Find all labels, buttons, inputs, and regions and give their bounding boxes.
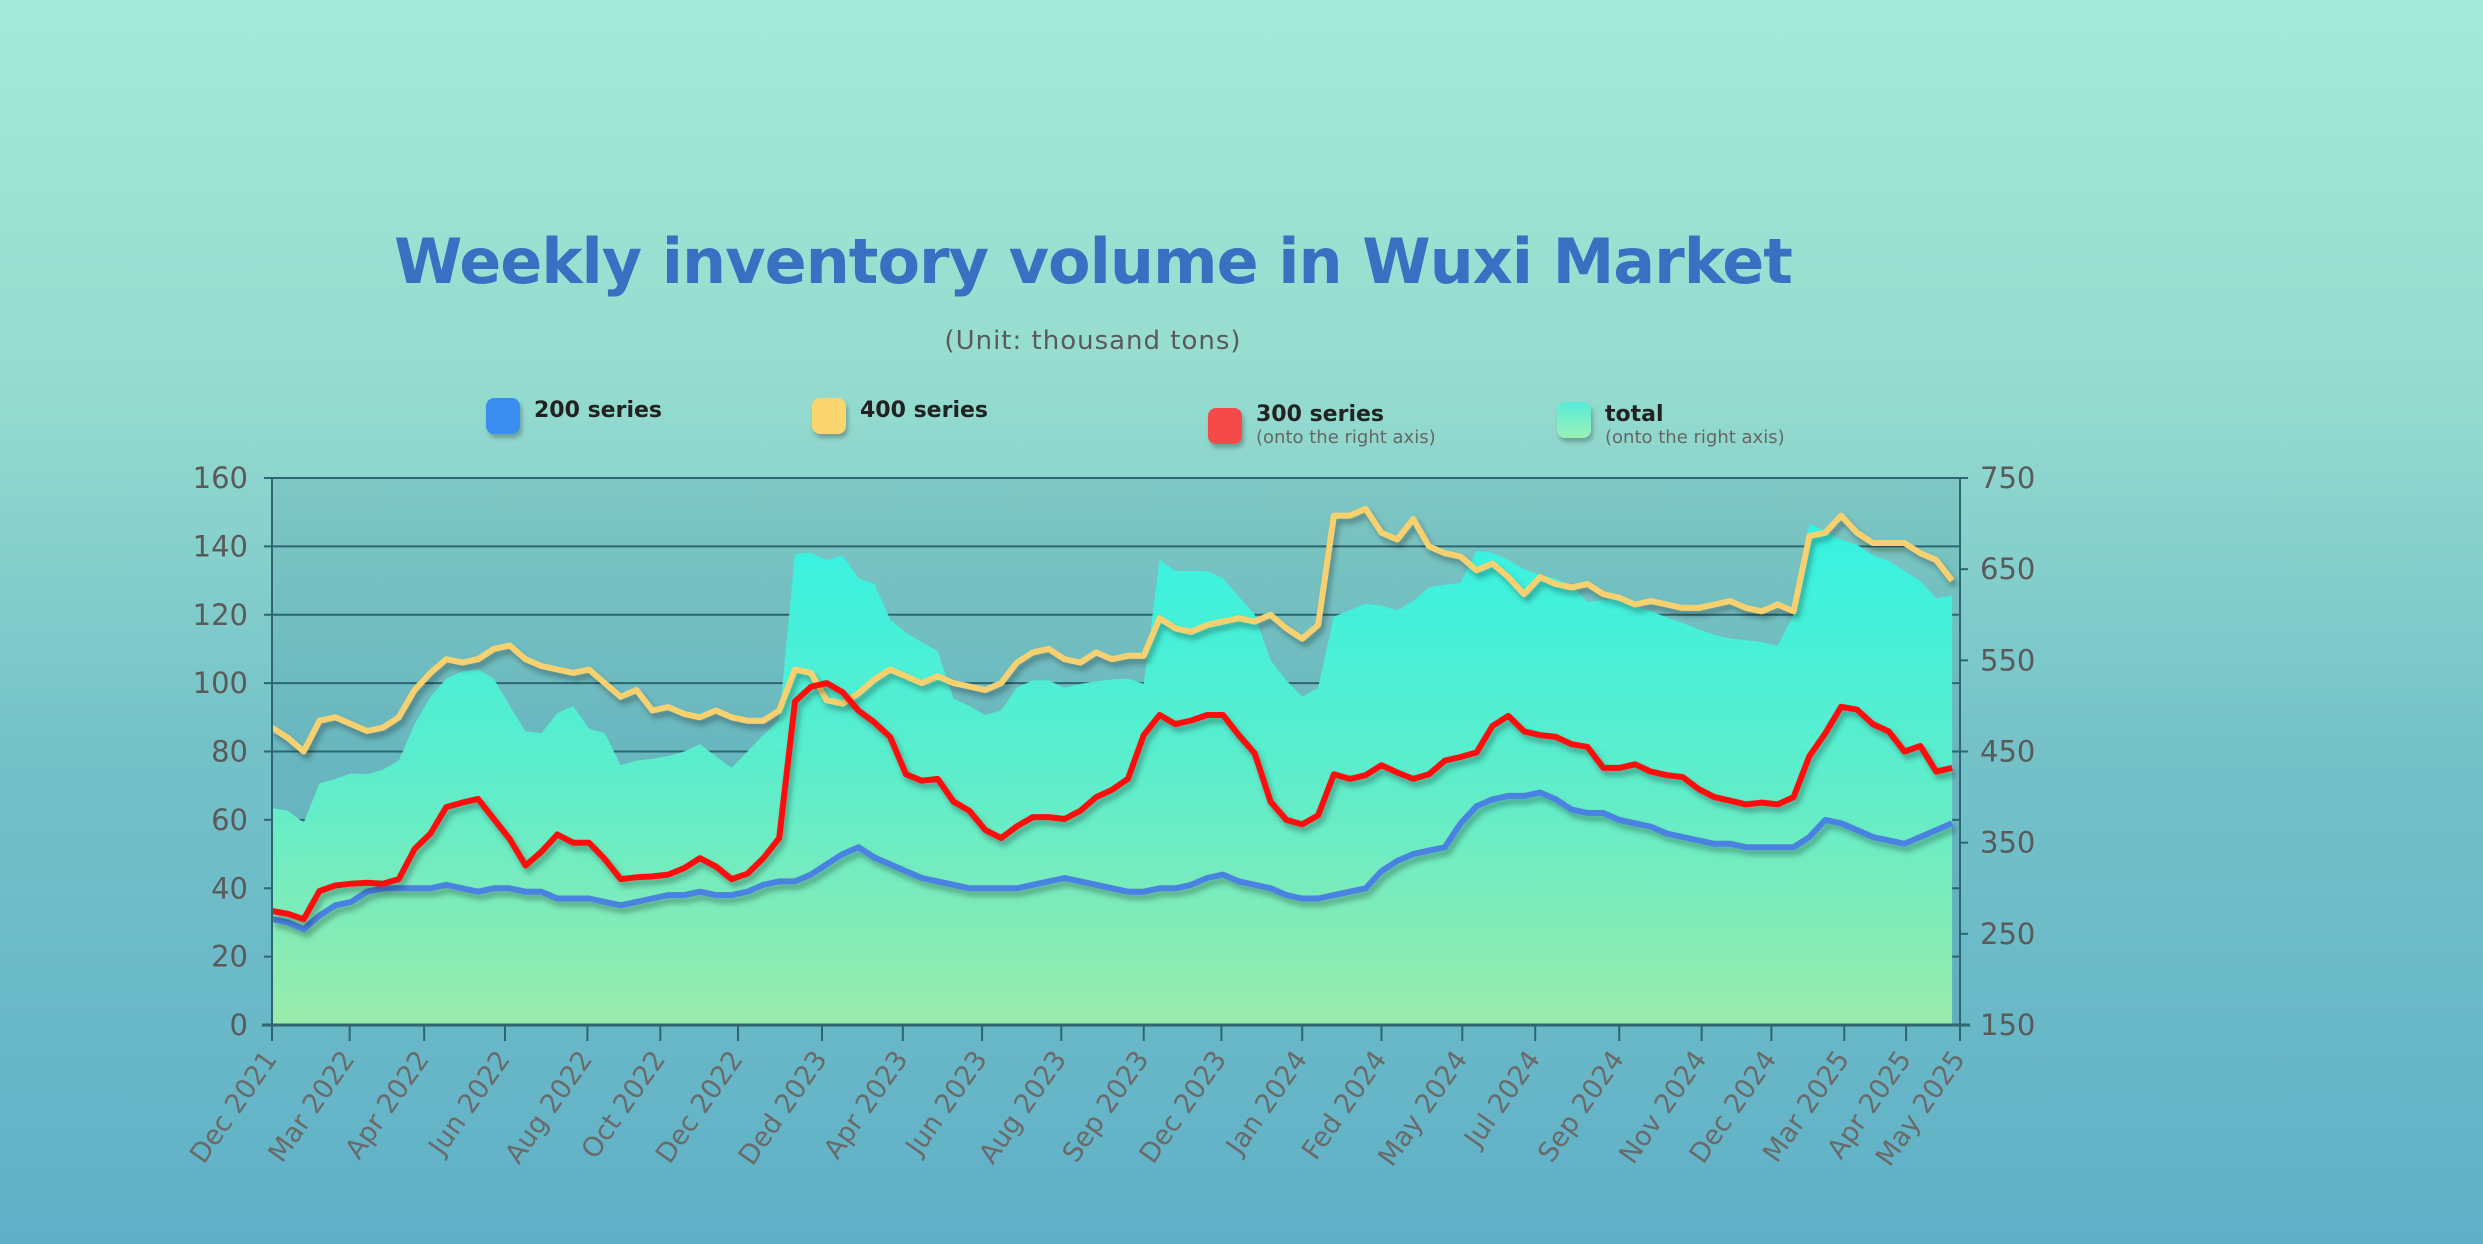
legend-item-200-series: 200 series — [486, 398, 662, 434]
chart-subtitle: (Unit: thousand tons) — [944, 326, 1242, 356]
legend-sublabel: (onto the right axis) — [1605, 427, 1785, 448]
legend-label: 300 series — [1256, 402, 1385, 427]
y-right-tick-label: 650 — [1980, 552, 2035, 586]
chart-title: Weekly inventory volume in Wuxi Market — [394, 225, 1793, 298]
y-left-tick-label: 60 — [211, 803, 248, 837]
legend-label: total — [1605, 402, 1664, 427]
y-right-tick-label: 350 — [1980, 826, 2035, 860]
y-left-tick-label: 40 — [211, 871, 248, 905]
y-left-tick-label: 20 — [211, 940, 248, 974]
legend-swatch-300 — [1208, 408, 1242, 444]
y-left-tick-label: 80 — [211, 735, 248, 769]
y-right-tick-label: 150 — [1980, 1008, 2035, 1042]
legend-item-300-series: 300 series (onto the right axis) — [1208, 402, 1436, 448]
series-line-200-series — [271, 789, 1954, 933]
series-line-300-series — [271, 680, 1953, 923]
legend-swatch-200 — [486, 398, 520, 434]
y-left-tick-label: 120 — [193, 598, 248, 632]
y-left-tick-label: 140 — [193, 529, 248, 563]
y-right-tick-label: 250 — [1980, 917, 2035, 951]
legend-sublabel: (onto the right axis) — [1256, 427, 1436, 448]
y-left-tick-label: 100 — [193, 666, 248, 700]
legend-item-400-series: 400 series — [812, 398, 988, 434]
y-right-tick-label: 450 — [1980, 735, 2035, 769]
series-area-total — [272, 523, 1953, 1025]
legend-label: 400 series — [860, 398, 989, 423]
x-tick-label: Jun 2022 — [422, 1045, 517, 1162]
legend-item-total: total (onto the right axis) — [1557, 402, 1785, 448]
y-left-tick-label: 0 — [230, 1008, 248, 1042]
series-line-400-series — [270, 505, 1955, 755]
y-left-tick-label: 160 — [193, 461, 248, 495]
y-right-tick-label: 550 — [1980, 643, 2035, 677]
y-right-tick-label: 750 — [1980, 461, 2035, 495]
legend-swatch-total — [1557, 402, 1591, 438]
legend-swatch-400 — [812, 398, 846, 434]
legend-label: 200 series — [534, 398, 663, 423]
